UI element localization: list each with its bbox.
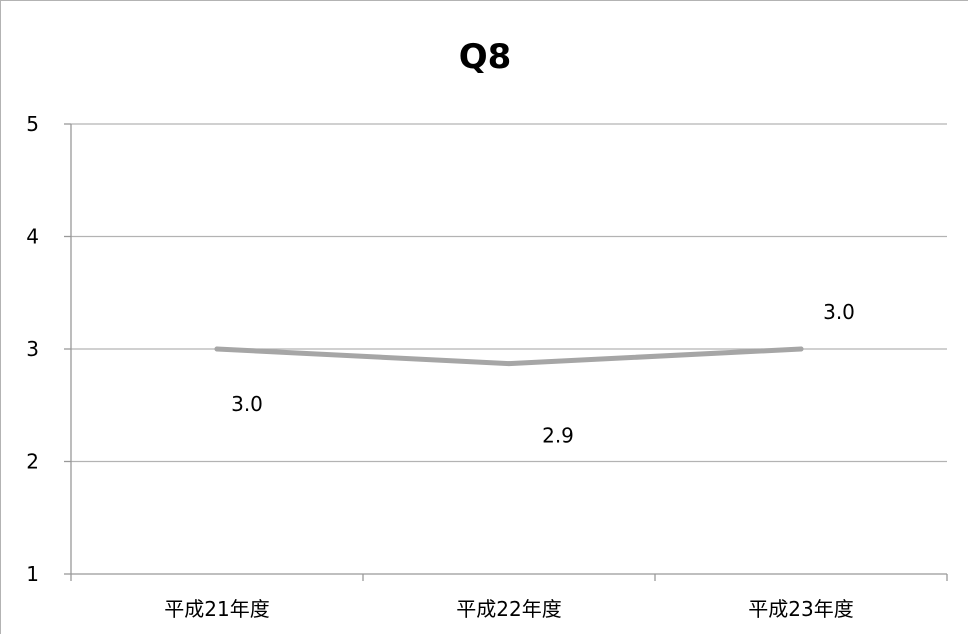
data-label: 3.0 bbox=[823, 300, 855, 324]
x-tick-label: 平成22年度 bbox=[456, 597, 561, 621]
chart-title: Q8 bbox=[458, 37, 512, 77]
y-tick-label: 1 bbox=[26, 562, 39, 586]
data-point bbox=[214, 346, 220, 352]
x-tick-label: 平成23年度 bbox=[748, 597, 853, 621]
data-label: 3.0 bbox=[231, 392, 263, 416]
y-tick-label: 5 bbox=[26, 112, 39, 136]
data-point bbox=[506, 361, 512, 367]
y-tick-label: 2 bbox=[26, 450, 39, 474]
y-tick-label: 3 bbox=[26, 337, 39, 361]
y-tick-label: 4 bbox=[26, 225, 39, 249]
x-tick-label: 平成21年度 bbox=[164, 597, 269, 621]
data-point bbox=[798, 346, 804, 352]
data-label: 2.9 bbox=[542, 424, 574, 448]
